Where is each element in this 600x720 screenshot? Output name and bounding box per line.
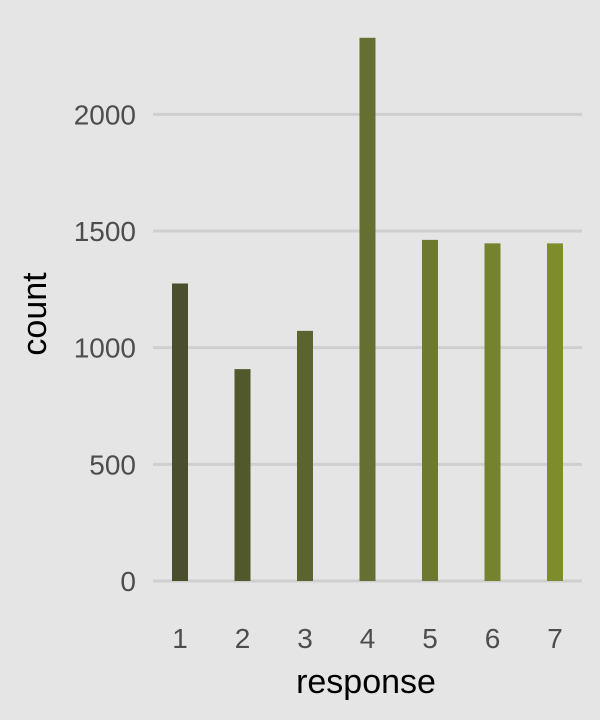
x-tick-label: 4 [360, 623, 376, 654]
y-tick-label: 1000 [74, 333, 136, 364]
x-tick-label: 1 [172, 623, 188, 654]
x-tick-label: 7 [547, 623, 563, 654]
x-axis-ticks: 1 2 3 4 5 6 7 [172, 623, 563, 654]
y-axis-title: count [16, 272, 54, 356]
bar-7 [547, 243, 563, 581]
bar-4 [359, 37, 376, 582]
bar-5 [422, 239, 438, 581]
x-tick-label: 5 [422, 623, 438, 654]
bar-3 [297, 330, 313, 581]
y-tick-label: 500 [89, 449, 136, 480]
x-tick-label: 2 [235, 623, 251, 654]
bar-6 [484, 243, 501, 581]
y-tick-label: 1500 [74, 216, 136, 247]
x-tick-label: 3 [297, 623, 313, 654]
x-tick-label: 6 [485, 623, 501, 654]
bar-2 [234, 369, 251, 581]
y-tick-label: 2000 [74, 99, 136, 130]
x-axis-title: response [296, 663, 436, 701]
bars [172, 37, 563, 582]
bar-1 [172, 283, 188, 581]
y-axis-ticks: 0 500 1000 1500 2000 [74, 99, 136, 597]
y-tick-label: 0 [120, 566, 136, 597]
